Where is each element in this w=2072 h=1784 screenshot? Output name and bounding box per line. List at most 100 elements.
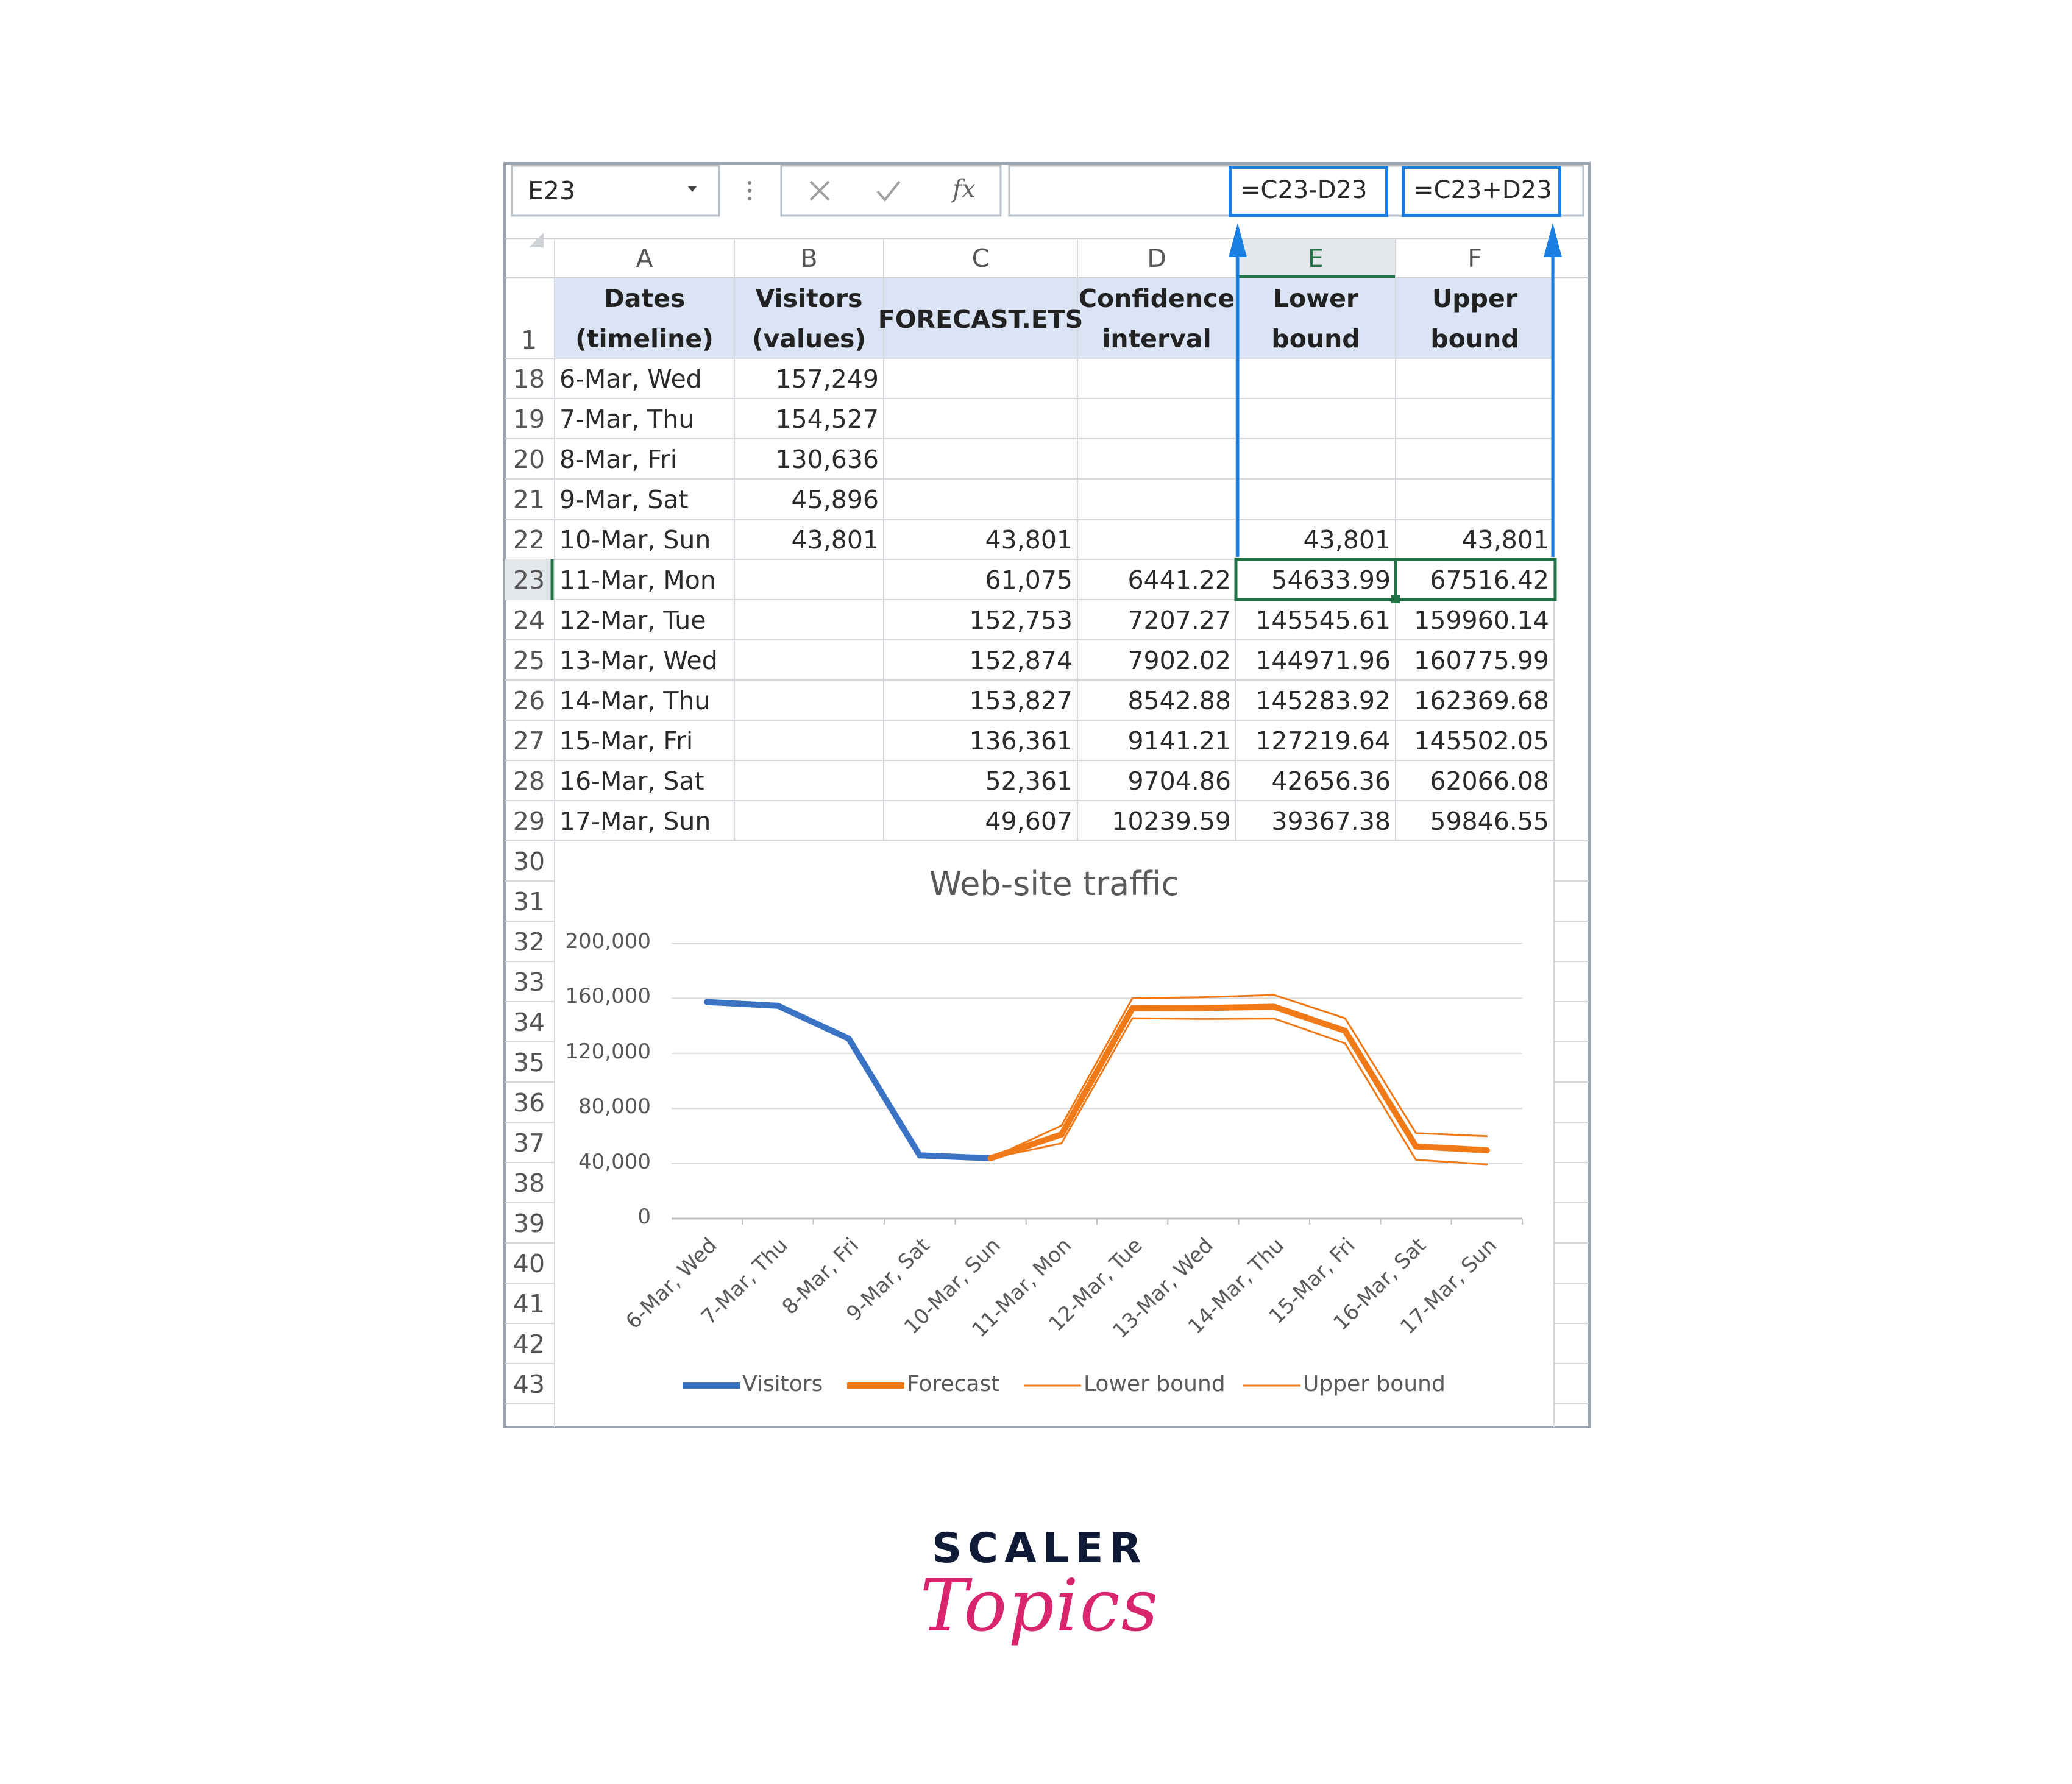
c-cell[interactable]: 152,874 (969, 646, 1073, 675)
f-cell[interactable]: 145502.05 (1414, 726, 1549, 756)
row-number[interactable]: 20 (513, 445, 545, 474)
date-cell[interactable]: 17-Mar, Sun (559, 807, 711, 836)
header-cell: bound (1430, 324, 1519, 353)
b-cell[interactable]: 157,249 (775, 364, 879, 394)
e-cell[interactable]: 42656.36 (1271, 766, 1391, 796)
b-cell[interactable]: 43,801 (791, 525, 879, 554)
date-cell[interactable]: 10-Mar, Sun (559, 525, 711, 554)
row-number[interactable]: 34 (513, 1008, 545, 1037)
date-cell[interactable]: 6-Mar, Wed (559, 364, 702, 394)
row-number[interactable]: 21 (513, 485, 545, 514)
row-number[interactable]: 29 (513, 807, 545, 836)
row-number[interactable]: 36 (513, 1088, 545, 1117)
d-cell[interactable]: 8542.88 (1127, 686, 1231, 715)
row-number[interactable]: 27 (513, 726, 545, 756)
e-cell[interactable]: 144971.96 (1255, 646, 1391, 675)
c-cell[interactable]: 152,753 (969, 606, 1073, 635)
date-cell[interactable]: 9-Mar, Sat (559, 485, 689, 514)
scaler-logo-text: SCALER (932, 1524, 1148, 1573)
column-header-b[interactable]: B (800, 244, 818, 273)
d-cell[interactable]: 9704.86 (1127, 766, 1231, 796)
row-number[interactable]: 31 (513, 887, 545, 916)
legend-label: Visitors (742, 1372, 823, 1396)
column-header-c[interactable]: C (971, 244, 990, 273)
c-cell[interactable]: 52,361 (985, 766, 1073, 796)
series-line-lower-bound (990, 1017, 1488, 1166)
e-cell[interactable]: 145283.92 (1255, 686, 1391, 715)
row-number[interactable]: 40 (513, 1249, 545, 1278)
enter-check-icon (876, 180, 901, 202)
f-cell[interactable]: 67516.42 (1430, 565, 1549, 595)
row-number-1[interactable]: 1 (520, 325, 538, 355)
y-tick-label: 0 (637, 1205, 651, 1229)
c-cell[interactable]: 43,801 (985, 525, 1073, 554)
formula-callout-lower: =C23-D23 (1229, 166, 1388, 217)
column-header-f[interactable]: F (1467, 244, 1482, 273)
more-dot-icon (748, 189, 751, 193)
y-tick-label: 200,000 (565, 929, 651, 954)
date-cell[interactable]: 11-Mar, Mon (559, 565, 716, 595)
row-number[interactable]: 42 (513, 1329, 545, 1359)
e-cell[interactable]: 54633.99 (1271, 565, 1391, 595)
e-cell[interactable]: 127219.64 (1255, 726, 1391, 756)
date-cell[interactable]: 12-Mar, Tue (559, 606, 706, 635)
c-cell[interactable]: 49,607 (985, 807, 1073, 836)
d-cell[interactable]: 10239.59 (1112, 807, 1231, 836)
column-header-e[interactable]: E (1308, 244, 1324, 273)
header-cell: Confidence (1078, 284, 1235, 313)
fx-icon[interactable]: fx (952, 174, 976, 204)
row-number[interactable]: 32 (513, 927, 545, 957)
header-row-fill (555, 278, 1554, 358)
row-number[interactable]: 28 (513, 766, 545, 796)
b-cell[interactable]: 154,527 (775, 405, 879, 434)
series-line-visitors (704, 999, 994, 1162)
d-cell[interactable]: 9141.21 (1127, 726, 1231, 756)
column-header-d[interactable]: D (1147, 244, 1166, 273)
date-cell[interactable]: 13-Mar, Wed (559, 646, 718, 675)
date-cell[interactable]: 8-Mar, Fri (559, 445, 678, 474)
e-cell[interactable]: 145545.61 (1255, 606, 1391, 635)
chart-title: Web-site traffic (929, 865, 1180, 903)
e-cell[interactable]: 43,801 (1303, 525, 1391, 554)
c-cell[interactable]: 153,827 (969, 686, 1073, 715)
f-cell[interactable]: 159960.14 (1414, 606, 1549, 635)
f-cell[interactable]: 162369.68 (1414, 686, 1549, 715)
e-cell[interactable]: 39367.38 (1271, 807, 1391, 836)
b-cell[interactable]: 130,636 (775, 445, 879, 474)
y-tick-label: 160,000 (565, 984, 651, 1009)
name-box-value[interactable]: E23 (528, 176, 576, 205)
d-cell[interactable]: 7207.27 (1127, 606, 1231, 635)
row-number[interactable]: 23 (513, 565, 545, 595)
row-number[interactable]: 22 (513, 525, 545, 554)
row-number[interactable]: 30 (513, 847, 545, 876)
row-number[interactable]: 26 (513, 686, 545, 715)
row-number[interactable]: 43 (513, 1370, 545, 1399)
date-cell[interactable]: 15-Mar, Fri (559, 726, 694, 756)
row-number[interactable]: 35 (513, 1048, 545, 1077)
header-cell: (values) (751, 324, 867, 353)
d-cell[interactable]: 6441.22 (1127, 565, 1231, 595)
column-header-a[interactable]: A (636, 244, 653, 273)
arrow-up-icon (1229, 223, 1247, 257)
row-number[interactable]: 33 (513, 968, 545, 997)
date-cell[interactable]: 7-Mar, Thu (559, 405, 695, 434)
f-cell[interactable]: 43,801 (1461, 525, 1549, 554)
row-number[interactable]: 39 (513, 1209, 545, 1238)
c-cell[interactable]: 61,075 (985, 565, 1073, 595)
date-cell[interactable]: 16-Mar, Sat (559, 766, 704, 796)
selected-cell-f23 (1394, 558, 1557, 601)
row-number[interactable]: 38 (513, 1169, 545, 1198)
b-cell[interactable]: 45,896 (791, 485, 879, 514)
d-cell[interactable]: 7902.02 (1127, 646, 1231, 675)
row-number[interactable]: 37 (513, 1128, 545, 1158)
row-number[interactable]: 19 (513, 405, 545, 434)
c-cell[interactable]: 136,361 (969, 726, 1073, 756)
f-cell[interactable]: 160775.99 (1414, 646, 1549, 675)
f-cell[interactable]: 59846.55 (1430, 807, 1549, 836)
f-cell[interactable]: 62066.08 (1430, 766, 1549, 796)
row-number[interactable]: 25 (513, 646, 545, 675)
date-cell[interactable]: 14-Mar, Thu (559, 686, 711, 715)
row-number[interactable]: 18 (513, 364, 545, 394)
row-number[interactable]: 24 (513, 606, 545, 635)
row-number[interactable]: 41 (513, 1289, 545, 1319)
